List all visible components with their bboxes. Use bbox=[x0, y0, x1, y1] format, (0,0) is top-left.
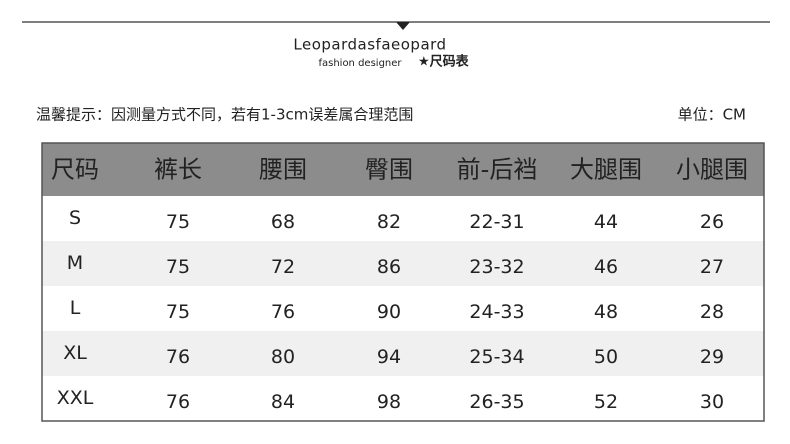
column-header: 大腿围 bbox=[570, 156, 642, 184]
cell: 80 bbox=[271, 346, 295, 368]
cell: 75 bbox=[166, 211, 190, 233]
cell: 22-31 bbox=[469, 211, 524, 233]
cell: 48 bbox=[594, 301, 618, 323]
cell: 98 bbox=[377, 391, 401, 413]
row-bg bbox=[42, 331, 764, 376]
row-bg bbox=[42, 286, 764, 331]
cell: 26-35 bbox=[469, 391, 524, 413]
cell: 46 bbox=[594, 256, 618, 278]
cell: 29 bbox=[700, 346, 724, 368]
cell: 72 bbox=[271, 256, 295, 278]
subtitle: fashion designer bbox=[318, 58, 402, 69]
cell: 68 bbox=[271, 211, 295, 233]
cell: 76 bbox=[166, 391, 190, 413]
row-bg bbox=[42, 241, 764, 286]
cell: 82 bbox=[377, 211, 401, 233]
cell: 28 bbox=[700, 301, 724, 323]
cell: 76 bbox=[271, 301, 295, 323]
cell: 90 bbox=[377, 301, 401, 323]
cell: 50 bbox=[594, 346, 618, 368]
cell: 44 bbox=[594, 211, 618, 233]
cell: 94 bbox=[377, 346, 401, 368]
column-header: 前-后裆 bbox=[457, 156, 538, 184]
column-header: 尺码 bbox=[51, 156, 99, 184]
cell: L bbox=[70, 297, 81, 319]
header-row bbox=[42, 143, 764, 196]
column-header: 裤长 bbox=[154, 156, 202, 184]
cell: XL bbox=[63, 342, 87, 364]
column-header: 小腿围 bbox=[676, 156, 748, 184]
cell: 75 bbox=[166, 256, 190, 278]
note: 温馨提示：因测量方式不同，若有1-3cm误差属合理范围 bbox=[36, 106, 413, 124]
cell: 84 bbox=[271, 391, 295, 413]
chart-name: ★尺码表 bbox=[418, 54, 470, 70]
cell: 26 bbox=[700, 211, 724, 233]
column-header: 腰围 bbox=[259, 156, 307, 184]
cell: 86 bbox=[377, 256, 401, 278]
unit: 单位：CM bbox=[678, 106, 746, 124]
row-bg bbox=[42, 196, 764, 241]
cell: 27 bbox=[700, 256, 724, 278]
cell: 24-33 bbox=[469, 301, 524, 323]
table: 尺码 裤长 腰围 臀围 前-后裆 大腿围 小腿围 S 75 68 82 22-31 44 26 M 75 72 8… bbox=[41, 142, 765, 422]
cell: 23-32 bbox=[469, 256, 524, 278]
cell: XXL bbox=[57, 387, 94, 409]
column-header: 臀围 bbox=[365, 156, 413, 184]
row-bg bbox=[42, 376, 764, 421]
brand: Leopardasfaeopard bbox=[293, 36, 446, 54]
pointer bbox=[396, 22, 410, 30]
cell: 52 bbox=[594, 391, 618, 413]
cell: 75 bbox=[166, 301, 190, 323]
cell: 76 bbox=[166, 346, 190, 368]
table-border bbox=[41, 142, 765, 422]
cell: 25-34 bbox=[469, 346, 524, 368]
cell: M bbox=[67, 252, 83, 274]
cell: S bbox=[69, 207, 81, 229]
cell: 30 bbox=[700, 391, 724, 413]
